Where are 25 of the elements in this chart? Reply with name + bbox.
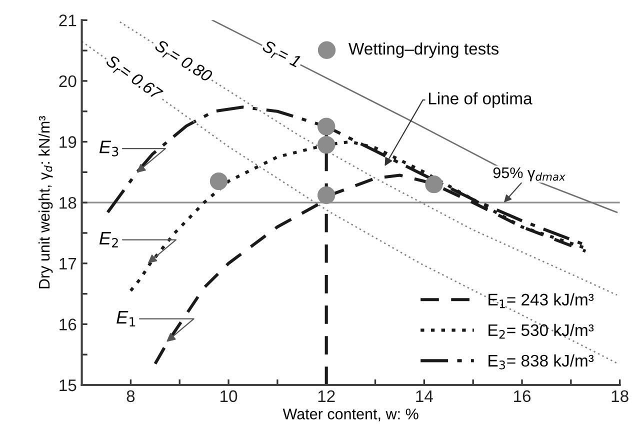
y-tick-label: 16	[60, 318, 76, 330]
legend-label: E$_{1}$= 243 kJ/m³	[488, 293, 594, 308]
y-tick-label: 15	[60, 380, 76, 392]
y-tick-label: 20	[59, 75, 76, 88]
ref-line-label: 95% γ$_{dmax}$	[493, 167, 566, 182]
x-tick-label: 14	[416, 390, 433, 402]
x-tick-label: 16	[514, 390, 531, 402]
annotation: Line of optima	[428, 92, 532, 108]
x-tick-label: 12	[318, 390, 335, 402]
x-axis-title: Water content, w: %	[282, 408, 418, 422]
legend-label: E$_{2}$= 530 kJ/m³	[488, 324, 594, 339]
y-tick-label: 17	[60, 258, 76, 270]
x-tick-label: 8	[126, 390, 135, 402]
x-tick-label: 10	[220, 390, 238, 402]
annotation: E$_{3}$	[99, 140, 118, 156]
legend-label: Wetting–drying tests	[348, 42, 499, 58]
y-tick-label: 18	[60, 196, 76, 209]
y-tick-label: 21	[59, 14, 76, 26]
y-axis-title: Dry unit weight, γ$_{d}$: kN/m³	[38, 116, 53, 288]
x-tick-label: 18	[612, 390, 628, 402]
annotation: E$_{1}$	[116, 311, 136, 326]
legend-label: E$_{3}$= 838 kJ/m³	[488, 354, 594, 370]
text: S$_{r}$= 1	[260, 40, 302, 70]
y-tick-label: 19	[60, 136, 76, 148]
annotation: E$_{2}$	[99, 232, 118, 248]
